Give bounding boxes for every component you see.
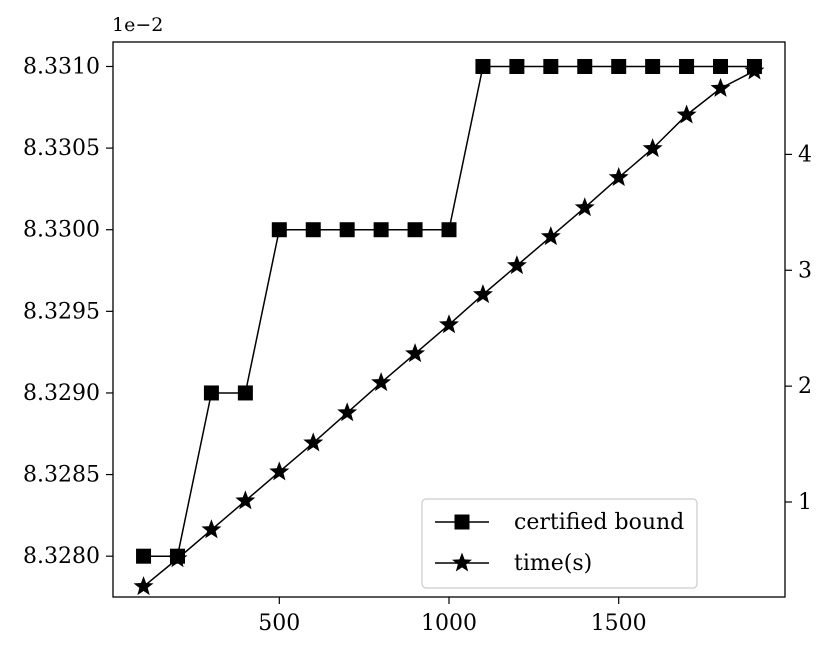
x-axis: 500 1000 1500 (258, 597, 647, 636)
legend-box (421, 498, 698, 589)
series-layer (133, 58, 765, 596)
y-tick-label: 8.3280 (23, 544, 100, 569)
y2-tick-label: 3 (798, 258, 812, 283)
certified-bound-line (143, 65, 755, 557)
certified-bound-point (237, 385, 253, 401)
certified-bound-point (271, 222, 287, 238)
legend-label-time: time(s) (514, 551, 592, 576)
certified-bound-point (441, 222, 457, 238)
certified-bound-point (713, 58, 729, 74)
certified-bound-point (203, 385, 219, 401)
certified-bound-point (577, 58, 593, 74)
y-tick-label: 8.3290 (23, 381, 100, 406)
certified-bound-point (509, 58, 525, 74)
legend-marker-time (452, 552, 472, 572)
certified-bound-point (407, 222, 423, 238)
time-point (574, 197, 595, 217)
time-point (201, 519, 222, 539)
x-tick-label: 1000 (421, 611, 477, 636)
x-tick-label: 1500 (591, 611, 647, 636)
certified-bound-point (339, 222, 355, 238)
time-point (540, 226, 561, 246)
x-tick-label: 500 (258, 611, 300, 636)
y2-tick-label: 2 (798, 374, 812, 399)
time-point (303, 432, 324, 452)
y-tick-label: 8.3305 (23, 136, 100, 161)
legend: certified bound time(s) (421, 498, 698, 589)
time-point (337, 402, 358, 422)
time-point (506, 255, 527, 275)
certified-bound-point (373, 222, 389, 238)
time-point (269, 461, 290, 481)
certified-bound-point (679, 58, 695, 74)
certified-bound-point (543, 58, 559, 74)
y-tick-label: 8.3310 (23, 54, 100, 79)
left-y-axis: 8.3280 8.3285 8.3290 8.3295 8.3300 8.3305 8.33… (23, 54, 113, 569)
certified-bound-point (305, 222, 321, 238)
time-point (371, 372, 392, 392)
y2-tick-label: 4 (798, 142, 812, 167)
time-point (710, 77, 731, 97)
y-tick-label: 8.3285 (23, 463, 100, 488)
time-point (133, 576, 154, 596)
time-point (472, 284, 493, 304)
y2-tick-label: 1 (798, 490, 812, 515)
time-point (642, 138, 663, 158)
certified-bound-point (645, 58, 661, 74)
y-axis-offset-label: 1e−2 (112, 14, 163, 36)
legend-label-certified-bound: certified bound (514, 510, 684, 535)
legend-marker-certified-bound (454, 514, 470, 530)
y-tick-label: 8.3295 (23, 299, 100, 324)
time-point (676, 104, 697, 124)
certified-bound-point (475, 58, 491, 74)
y-tick-label: 8.3300 (23, 218, 100, 243)
time-point (405, 343, 426, 363)
time-point (439, 314, 459, 334)
certified-bound-point (611, 58, 627, 74)
time-point (167, 548, 188, 568)
time-point (608, 167, 629, 187)
right-y-axis: 1 2 3 4 (785, 142, 812, 515)
certified-bound-point (136, 548, 152, 564)
time-point (235, 490, 256, 510)
time-point (744, 60, 765, 80)
